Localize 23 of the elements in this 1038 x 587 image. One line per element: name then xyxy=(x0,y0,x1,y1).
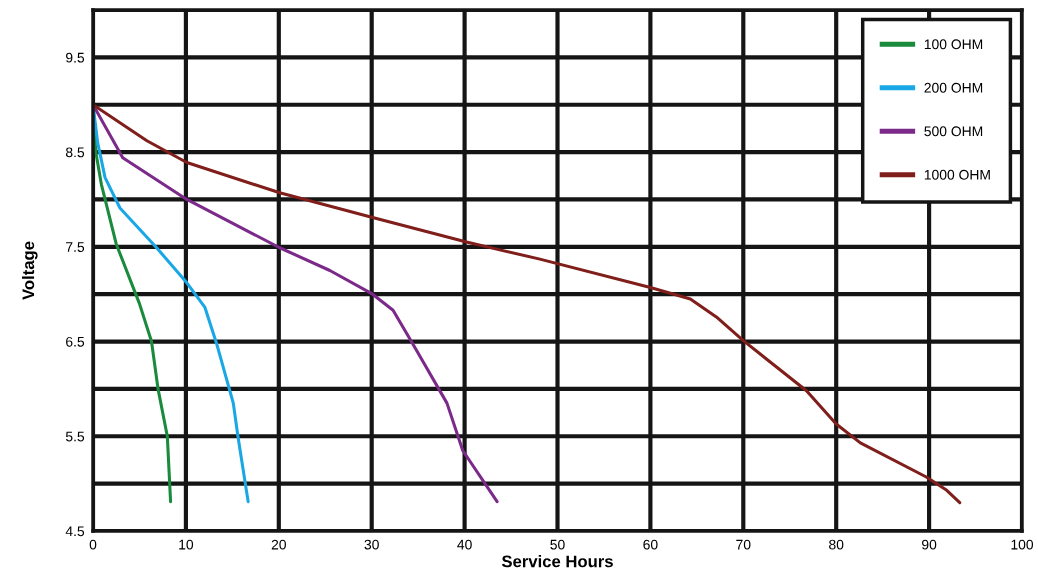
x-tick-label: 30 xyxy=(364,539,379,550)
x-tick-label: 60 xyxy=(643,539,658,550)
y-tick-label: 5.5 xyxy=(65,431,85,442)
x-tick-label: 70 xyxy=(736,539,751,550)
x-tick-label: 50 xyxy=(550,539,565,550)
legend-label: 100 OHM xyxy=(924,39,983,50)
x-tick-label: 100 xyxy=(1011,539,1034,550)
legend-label: 1000 OHM xyxy=(924,169,990,180)
legend-label: 500 OHM xyxy=(924,126,983,137)
legend-label: 200 OHM xyxy=(924,82,983,93)
y-tick-label: 8.5 xyxy=(65,147,85,158)
x-tick-label: 90 xyxy=(922,539,937,550)
x-tick-label: 40 xyxy=(457,539,472,550)
y-tick-label: 7.5 xyxy=(66,242,85,252)
x-tick-label: 80 xyxy=(829,539,844,550)
x-tick-label: 10 xyxy=(179,539,194,550)
y-tick-label: 6.5 xyxy=(66,336,85,347)
x-axis-title: Service Hours xyxy=(501,555,613,568)
y-tick-label: 9.5 xyxy=(66,52,85,63)
x-tick-label: 20 xyxy=(271,539,286,550)
x-tick-label: 0 xyxy=(89,539,97,550)
y-axis-title: Voltage xyxy=(21,241,38,300)
y-tick-label: 4.5 xyxy=(65,526,85,537)
